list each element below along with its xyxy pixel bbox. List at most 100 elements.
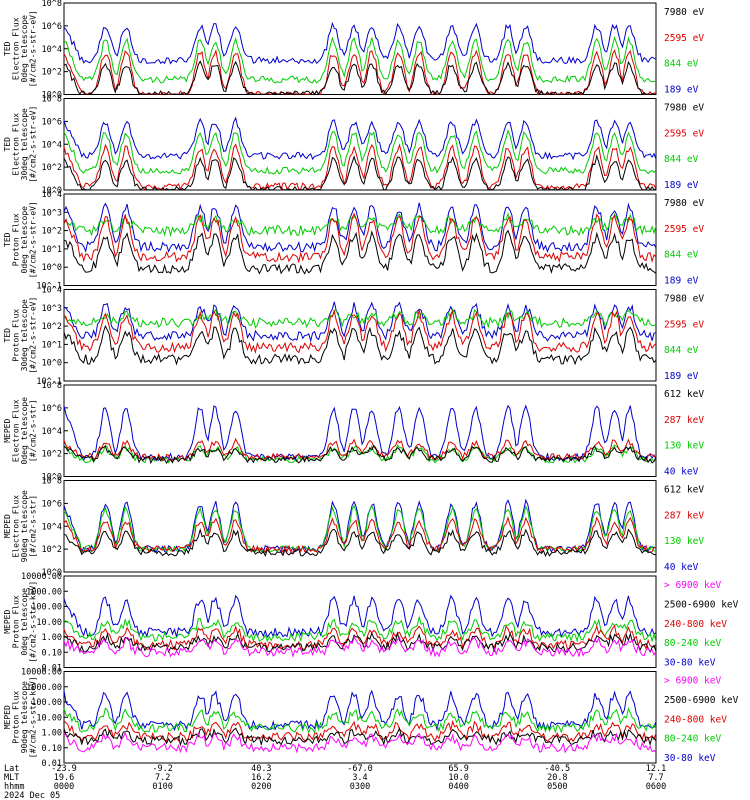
legend-entry: 844 eV: [664, 250, 699, 261]
legend-entry: 40 keV: [664, 467, 699, 478]
series-80-240-kev: [63, 707, 657, 734]
y-tick-label: 10^6: [42, 499, 62, 509]
plot-frame: [63, 575, 657, 668]
y-axis-label-line: Electron Flux: [12, 495, 21, 558]
y-axis-label-line: TED: [3, 137, 12, 152]
legend-entry: 844 eV: [664, 154, 699, 165]
y-tick-label: 10^2: [42, 68, 62, 78]
series-40-kev: [63, 404, 657, 462]
y-axis-label-line: TED: [3, 328, 12, 343]
series-7980-ev: [63, 324, 657, 366]
y-tick-label: 10^1: [42, 245, 62, 255]
legend-entry: 30-80 keV: [664, 658, 716, 669]
footer-hhmm: 0400: [448, 782, 468, 792]
footer-mlt: 3.4: [352, 773, 367, 783]
legend-entry: 80-240 keV: [664, 734, 721, 745]
panel-6: 10^0 10^2 10^4 10^6 10^8 MEPED Electron Flux 90…: [3, 477, 704, 579]
series-2595-ev: [63, 309, 657, 354]
panel-7: 0.01 0.10 1.00 10.00 100.00 1000.00 10000.00 ME…: [3, 572, 739, 674]
y-tick-label: 10000.00: [21, 668, 62, 678]
series-240-800-kev: [63, 624, 657, 651]
y-tick-label: 0.10: [42, 744, 62, 754]
y-tick-label: 1.00: [42, 633, 62, 643]
series-2500-6900-kev: [63, 727, 657, 747]
y-tick-label: 10^0: [42, 359, 62, 369]
y-tick-label: 10^4: [42, 427, 62, 437]
panel-4: 10^-1 10^0 10^1 10^2 10^3 10^4 TED Proton Flux 3…: [3, 286, 704, 388]
legend-entry: 2500-6900 keV: [664, 599, 739, 610]
y-tick-label: 10^6: [42, 22, 62, 32]
y-axis-label-line: MEPED: [3, 610, 12, 634]
legend-entry: 240-800 keV: [664, 714, 727, 725]
legend-entry: 2595 eV: [664, 33, 704, 44]
y-tick-label: 10^4: [42, 140, 62, 150]
panel-1: 10^0 10^2 10^4 10^6 10^8 TED Electron Flux 0deg…: [3, 0, 704, 101]
legend-entry: 844 eV: [664, 59, 699, 70]
series-2595-ev: [63, 212, 657, 264]
y-tick-label: 10^8: [42, 0, 62, 9]
y-axis-label-line: [#/cm2-s-str]: [29, 495, 38, 558]
series-189-ev: [63, 116, 657, 161]
series-844-ev: [63, 128, 657, 175]
y-axis-label-line: 30deg telescope: [20, 299, 29, 371]
y-tick-label: 10^3: [42, 304, 62, 314]
y-axis-label-line: 0deg telescope: [20, 15, 29, 83]
y-tick-label: 10^2: [42, 227, 62, 237]
y-tick-label: 10^6: [42, 117, 62, 127]
series-287-kev: [63, 516, 657, 554]
footer-mlt: 10.0: [448, 773, 468, 783]
series-844-ev: [63, 308, 657, 329]
legend-entry: > 6900 keV: [664, 676, 721, 687]
footer-mlt: 20.8: [547, 773, 567, 783]
y-axis-label-line: TED: [3, 232, 12, 247]
legend-entry: 7980 eV: [664, 198, 704, 209]
legend-entry: 189 eV: [664, 371, 699, 382]
legend-entry: 2595 eV: [664, 224, 704, 235]
y-tick-label: 10^4: [42, 190, 62, 200]
series-612-kev: [63, 444, 657, 465]
series-189-ev: [63, 202, 657, 253]
footer-hhmm: 0600: [646, 782, 666, 792]
y-axis-label-line: 0deg telescope: [20, 206, 29, 274]
legend-entry: 612 keV: [664, 485, 704, 496]
footer-lat: -40.5: [545, 764, 571, 774]
legend-entry: 189 eV: [664, 276, 699, 287]
legend-entry: 7980 eV: [664, 103, 704, 114]
y-axis-label-line: [#/cm2-s-str-eV]: [29, 201, 38, 278]
y-tick-label: 10^2: [42, 545, 62, 555]
footer-lat: -23.9: [51, 764, 77, 774]
series-287-kev: [63, 437, 657, 462]
legend-entry: > 6900 keV: [664, 580, 721, 591]
footer-hhmm: 0300: [350, 782, 370, 792]
y-tick-label: 10^1: [42, 340, 62, 350]
footer-mlt: 19.6: [54, 773, 74, 783]
legend-entry: 612 keV: [664, 389, 704, 400]
series-80-240-kev: [64, 615, 657, 643]
series-30-80-kev: [63, 689, 657, 732]
footer-row-label: MLT: [4, 773, 19, 783]
y-axis-label-line: Electron Flux: [12, 17, 21, 80]
y-tick-label: 1000.00: [26, 587, 62, 597]
y-axis-label-line: Electron Flux: [12, 113, 21, 176]
y-tick-label: 10^4: [42, 286, 62, 296]
y-tick-label: 10.00: [36, 618, 62, 628]
y-axis-label-line: MEPED: [3, 419, 12, 443]
y-tick-label: 10^2: [42, 163, 62, 173]
plot-frame: [63, 193, 657, 286]
y-tick-label: 10000.00: [21, 572, 62, 582]
footer-hhmm: 0100: [152, 782, 172, 792]
panel-3: 10^-1 10^0 10^1 10^2 10^3 10^4 TED Proton Flux 0…: [3, 190, 704, 292]
y-tick-label: 0.01: [42, 664, 62, 674]
legend-entry: 80-240 keV: [664, 638, 721, 649]
y-tick-label: 10^-1: [36, 377, 62, 387]
y-axis-label-line: TED: [3, 41, 12, 56]
series-844-ev: [63, 212, 657, 238]
legend-entry: 30-80 keV: [664, 753, 716, 764]
legend-entry: 40 keV: [664, 562, 699, 573]
series--6900-kev: [63, 731, 657, 754]
legend-entry: 287 keV: [664, 510, 704, 521]
plot-frame: [63, 289, 657, 382]
series-612-kev: [63, 528, 656, 558]
y-axis-label-line: MEPED: [3, 705, 12, 729]
